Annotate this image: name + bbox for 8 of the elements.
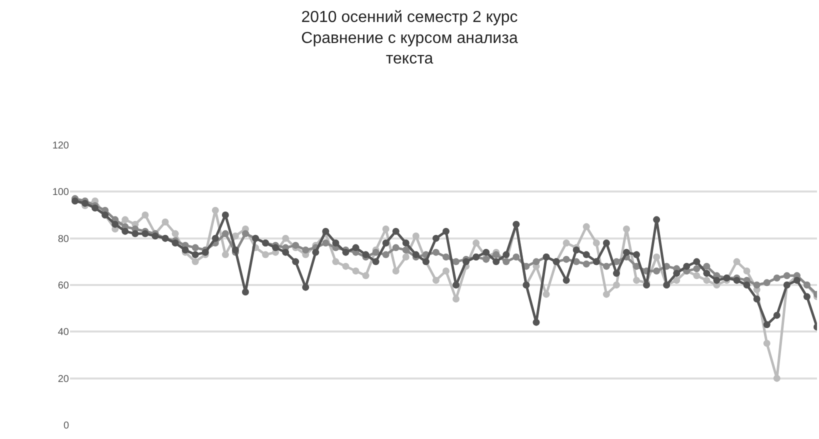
chart-title: 2010 осенний семестр 2 курс Сравнение с курсом анализа текста <box>301 8 518 68</box>
y-tick-label: 80 <box>58 234 70 245</box>
y-tick-label: 20 <box>58 374 70 385</box>
y-tick-label: 0 <box>63 420 70 432</box>
y-tick-label: 100 <box>52 187 70 198</box>
y-tick-label: 40 <box>58 327 70 338</box>
y-tick-label: 60 <box>58 280 70 292</box>
y-tick-label: 120 <box>52 140 70 152</box>
